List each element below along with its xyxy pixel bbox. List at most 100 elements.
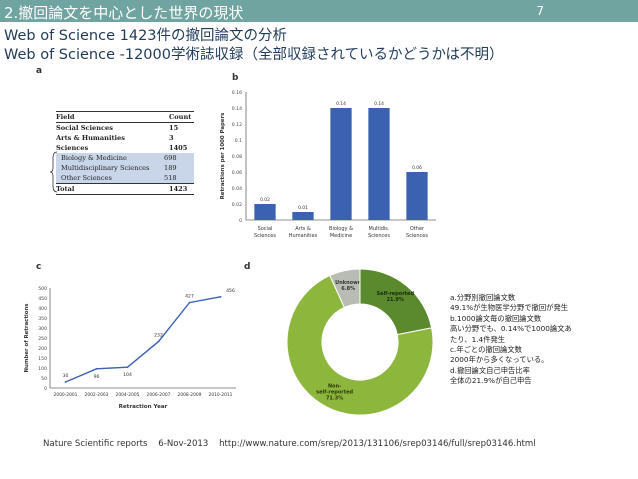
slide-title: 2.撤回論文を中心とした世界の現状 — [4, 4, 244, 22]
table-total-row: Total 1423 — [56, 183, 194, 195]
bar — [330, 108, 352, 220]
donut-slice-name: Non- — [328, 383, 341, 389]
donut-slice-label: 71.3% — [326, 395, 343, 401]
line-point — [219, 295, 222, 298]
sciences-bracket — [50, 151, 58, 193]
bar-data-label: 0.14 — [374, 101, 384, 107]
table-cell-count: 1405 — [169, 144, 188, 152]
line-category-label: 2006-2007 — [147, 392, 171, 398]
line-y-axis-label: Number of Retractions — [24, 304, 30, 373]
bar-category-label: Arts & — [295, 226, 311, 232]
bar-y-tick-label: 0.12 — [232, 122, 242, 128]
table-cell-count: 698 — [164, 154, 177, 162]
line-data-label: 427 — [185, 294, 194, 300]
line-series — [65, 296, 221, 383]
table-row: Social Sciences 15 — [56, 123, 194, 133]
table-cell-field: Multidisciplinary Sciences — [61, 164, 150, 172]
line-chart-retractions-by-year: 0 50 100 150 200 250 300 350 400 450 500 Number of … — [24, 286, 236, 410]
line-category-label: 2008-2009 — [178, 392, 202, 398]
bar-y-tick-label: 0.02 — [232, 202, 242, 208]
table-header-field: Field — [56, 113, 75, 121]
title-bar: 2.撤回論文を中心とした世界の現状 7 — [0, 0, 638, 22]
line-point — [188, 301, 191, 304]
bar — [368, 108, 390, 220]
footer-url[interactable]: http://www.nature.com/srep/2013/131106/s… — [219, 439, 536, 449]
table-header-count: Count — [169, 113, 192, 121]
line-y-tick-label: 50 — [41, 376, 47, 382]
line-category-label: 2002-2003 — [85, 392, 109, 398]
table-row: Multidisciplinary Sciences 189 — [56, 163, 194, 173]
line-data-label: 232 — [154, 333, 163, 339]
line-point — [157, 340, 160, 343]
bar-category-label: Sciences — [254, 233, 276, 239]
table-cell-field: Arts & Humanities — [56, 134, 125, 142]
note-line: a.分野別撤回論文数 — [450, 293, 516, 302]
bar-data-label: 0.01 — [298, 205, 308, 211]
line-y-tick-label: 100 — [38, 366, 47, 372]
table-cell-field: Social Sciences — [56, 124, 113, 132]
bar-category-label: Sciences — [368, 233, 390, 239]
note-line: 49.1%が生物医学分野で撤回が発生 — [450, 303, 569, 313]
line-data-label: 104 — [123, 372, 132, 378]
bar-category-label: Multidis. — [369, 226, 390, 232]
bar-category-label: Social — [258, 226, 273, 232]
table-row: Biology & Medicine 698 — [56, 153, 194, 163]
table-row: Arts & Humanities 3 — [56, 133, 194, 143]
bar-y-tick-label: 0.14 — [232, 106, 242, 112]
line-y-tick-label: 300 — [38, 326, 47, 332]
bar-category-label: Other — [410, 226, 425, 232]
bar-data-label: 0.02 — [260, 197, 270, 203]
subtitle-1: Web of Science 1423件の撤回論文の分析 — [4, 28, 288, 44]
page-number: 7 — [536, 4, 544, 18]
bar-chart-retractions-per-1000: 0 0.02 0.04 0.06 0.08 0.1 0.12 0.14 0.16 Retracti… — [220, 90, 436, 239]
bar — [406, 172, 428, 220]
donut-slice — [286, 274, 434, 416]
bar-y-tick-label: 0.06 — [232, 170, 242, 176]
panel-label-b: b — [232, 73, 239, 83]
bar-y-axis-label: Retractions per 1000 Papers — [220, 113, 226, 200]
panel-label-a: a — [36, 66, 43, 76]
footer-source: Nature Scientific reports — [43, 439, 148, 449]
table-cell-field: Other Sciences — [61, 174, 112, 182]
note-line: c.年ごとの撤回論文数 — [450, 345, 522, 355]
subtitle-2: Web of Science -12000学術誌収録（全部収録されているかどうか… — [4, 47, 504, 63]
bar-category-label: Sciences — [406, 233, 428, 239]
line-category-label: 2010-2011 — [209, 392, 233, 398]
bar-y-tick-label: 0.16 — [232, 90, 242, 96]
bar-y-tick-label: 0.08 — [232, 154, 242, 160]
footer: Nature Scientific reports 6-Nov-2013 htt… — [43, 439, 544, 449]
donut-slice-label: 21.9% — [387, 297, 404, 303]
note-line: d.撤回論文自己申告比率 — [450, 365, 530, 375]
line-y-tick-label: 500 — [38, 286, 47, 292]
donut-slice-name: Unknown — [335, 280, 362, 286]
bar-data-label: 0.06 — [412, 165, 422, 171]
table-cell-count: 15 — [169, 124, 179, 132]
note-line: 高い分野でも、0.14%で1000論文あ — [450, 324, 572, 334]
line-y-tick-label: 350 — [38, 316, 47, 322]
line-y-tick-label: 200 — [38, 346, 47, 352]
line-point — [126, 366, 129, 369]
table-cell-field: Sciences — [56, 144, 89, 152]
bar-data-label: 0.14 — [336, 101, 346, 107]
line-y-tick-label: 450 — [38, 296, 47, 302]
line-y-tick-label: 250 — [38, 336, 47, 342]
line-point — [95, 367, 98, 370]
bar-y-tick-label: 0 — [239, 218, 242, 224]
line-y-tick-label: 400 — [38, 306, 47, 312]
table-total-count: 1423 — [169, 185, 188, 193]
bar — [292, 212, 314, 220]
bar-category-label: Humanities — [289, 233, 318, 239]
line-y-tick-label: 0 — [44, 386, 47, 392]
footer-date: 6-Nov-2013 — [158, 439, 209, 449]
table-cell-count: 518 — [164, 174, 177, 182]
table-cell-count: 3 — [169, 134, 174, 142]
line-y-tick-label: 150 — [38, 356, 47, 362]
bar-y-tick-label: 0.1 — [235, 138, 242, 144]
table-cell-field: Biology & Medicine — [61, 154, 127, 162]
table-header: Field Count — [56, 111, 194, 123]
table-row: Sciences 1405 — [56, 143, 194, 153]
donut-slice-label: 6.8% — [341, 286, 355, 292]
line-point — [64, 381, 67, 383]
bar-category-label: Medicine — [330, 233, 352, 239]
